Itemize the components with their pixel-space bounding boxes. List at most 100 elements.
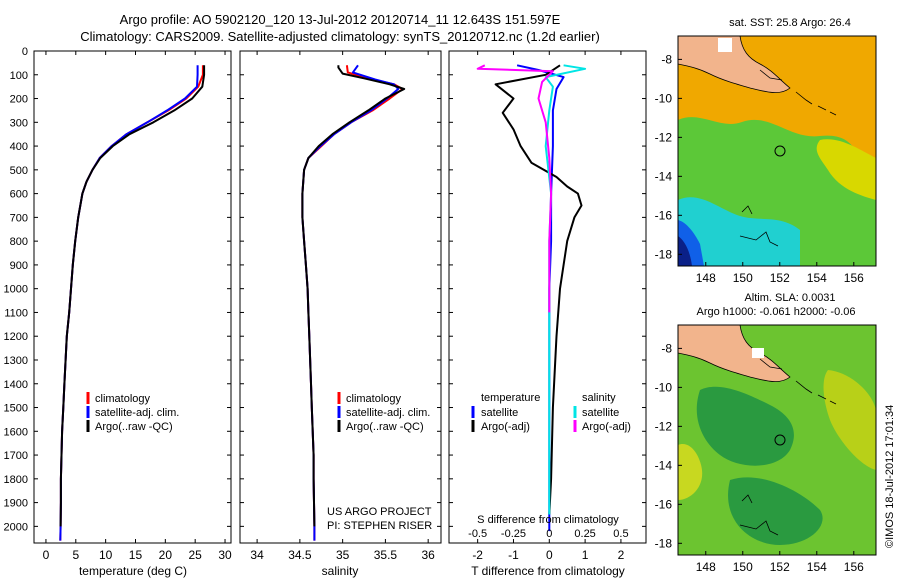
map-x-tick-label: 150 <box>733 560 753 574</box>
depth-tick-label: 100 <box>10 70 28 82</box>
depth-tick-label: 1400 <box>4 379 28 391</box>
x-tick-label-salinity: -0.5 <box>468 528 487 540</box>
depth-tick-label: 1000 <box>4 284 28 296</box>
sla-islands <box>739 358 837 536</box>
salinity-series <box>301 64 406 541</box>
x-tick-label: 20 <box>159 548 173 562</box>
salinity-legend: climatology satellite-adj. clim. Argo(..… <box>327 392 432 532</box>
depth-tick-label: 1100 <box>4 307 28 319</box>
temperature-legend: climatology satellite-adj. clim. Argo(..… <box>86 392 179 433</box>
sla-map-ticks: 148 150 152 154 156 -8 -10 -12 -14 -16 -18 <box>655 341 864 574</box>
temperature-x-label: temperature (deg C) <box>79 564 187 578</box>
legend-label-climatology: climatology <box>346 393 402 405</box>
map-y-tick-label: -18 <box>655 536 673 550</box>
legend-heading-temperature: temperature <box>481 392 540 404</box>
legend-label-s-satellite: satellite <box>582 407 619 419</box>
legend-label-climatology: climatology <box>95 393 151 405</box>
x-tick-label: 0 <box>546 548 553 562</box>
depth-tick-label: 200 <box>10 94 28 106</box>
salinity-difference-x-ticks: -0.5 -0.25 0 0.25 0.5 <box>468 528 628 540</box>
map-y-tick-label: -12 <box>655 419 673 433</box>
sst-map-title: sat. SST: 25.8 Argo: 26.4 <box>729 17 851 29</box>
legend-label-argo: Argo(..raw -QC) <box>346 421 424 433</box>
map-x-tick-label: 152 <box>770 560 790 574</box>
map-x-tick-label: 156 <box>844 560 864 574</box>
difference-legend: temperature satellite Argo(-adj) salinit… <box>471 392 631 433</box>
map-y-tick-label: -10 <box>655 380 673 394</box>
x-tick-label: 36 <box>421 548 435 562</box>
x-tick-label: 5 <box>72 548 79 562</box>
series-s-argo-adj <box>476 64 554 313</box>
x-tick-label: 35 <box>336 548 350 562</box>
project-annotation-line1: US ARGO PROJECT <box>327 506 432 518</box>
sst-map-frame <box>677 35 877 267</box>
depth-axis: 0 100 200 300 400 500 600 700 800 900 1000 1100 1200… <box>4 46 28 533</box>
x-tick-label: 15 <box>129 548 143 562</box>
map-y-tick-label: -14 <box>655 169 673 183</box>
salinity-plot-frame <box>239 50 442 544</box>
sst-missing-data <box>718 38 732 52</box>
sst-map-ticks: 148 150 152 154 156 -8 -10 -12 -14 -16 -18 <box>655 52 864 285</box>
x-tick-label-salinity: 0.25 <box>574 528 595 540</box>
series-argo-raw-qc <box>59 65 206 527</box>
sst-islands <box>739 69 837 247</box>
series-s-satellite <box>544 64 587 515</box>
difference-x-ticks: -2 -1 0 1 2 <box>472 548 624 562</box>
sst-map <box>678 36 876 266</box>
map-y-tick-label: -18 <box>655 247 673 261</box>
depth-tick-label: 1700 <box>4 450 28 462</box>
x-tick-label: 34 <box>250 548 264 562</box>
depth-tick-label: 1900 <box>4 498 28 510</box>
argo-position-marker <box>774 434 786 446</box>
map-x-tick-label: 156 <box>844 271 864 285</box>
x-tick-label: 30 <box>218 548 232 562</box>
sla-field-yellow <box>678 444 703 500</box>
depth-tick-label: 400 <box>10 141 28 153</box>
sla-map-title: Altim. SLA: 0.0031 <box>744 292 835 304</box>
difference-x-label: T difference from climatology <box>471 564 625 578</box>
x-tick-label-salinity: 0.5 <box>613 528 628 540</box>
project-annotation-line2: PI: STEPHEN RISER <box>327 520 432 532</box>
depth-tick-label: 1300 <box>4 355 28 367</box>
legend-label-t-argo: Argo(-adj) <box>481 421 530 433</box>
credit-timestamp: ©IMOS 18-Jul-2012 17:01:34 <box>884 405 896 548</box>
tick-marks <box>34 50 646 543</box>
sla-missing-data <box>752 348 764 358</box>
depth-tick-label: 1500 <box>4 403 28 415</box>
depth-tick-label: 300 <box>10 117 28 129</box>
depth-tick-label: 600 <box>10 189 28 201</box>
depth-tick-label: 500 <box>10 165 28 177</box>
legend-label-t-satellite: satellite <box>481 407 518 419</box>
sla-field-darkgreen <box>696 386 794 466</box>
sla-field-yellow-east <box>823 370 876 470</box>
sla-map-subtitle: Argo h1000: -0.061 h2000: -0.06 <box>696 306 855 318</box>
x-tick-label-salinity: 0 <box>546 528 552 540</box>
legend-heading-salinity: salinity <box>582 392 616 404</box>
depth-tick-label: 1600 <box>4 426 28 438</box>
map-y-tick-label: -12 <box>655 130 673 144</box>
argo-position-marker <box>774 145 786 157</box>
legend-label-s-argo: Argo(-adj) <box>582 421 631 433</box>
x-tick-label: 1 <box>582 548 589 562</box>
legend-label-satellite: satellite-adj. clim. <box>346 407 430 419</box>
depth-tick-label: 0 <box>22 46 28 58</box>
map-x-tick-label: 154 <box>807 271 827 285</box>
map-x-tick-label: 150 <box>733 271 753 285</box>
series-argo-raw-qc <box>301 65 406 527</box>
map-y-tick-label: -14 <box>655 458 673 472</box>
sst-field-cyan <box>678 197 800 266</box>
x-tick-label: 34.5 <box>288 548 312 562</box>
depth-tick-label: 800 <box>10 236 28 248</box>
salinity-x-label: salinity <box>322 564 359 578</box>
salinity-x-ticks: 34 34.5 35 35.5 36 <box>250 548 435 562</box>
x-tick-label: 2 <box>618 548 625 562</box>
legend-label-satellite: satellite-adj. clim. <box>95 407 179 419</box>
x-tick-label: -2 <box>472 548 483 562</box>
depth-tick-label: 700 <box>10 212 28 224</box>
depth-tick-label: 1800 <box>4 474 28 486</box>
map-x-tick-label: 154 <box>807 560 827 574</box>
map-y-tick-label: -16 <box>655 497 673 511</box>
header-title-line1: Argo profile: AO 5902120_120 13-Jul-2012… <box>120 12 561 27</box>
map-x-tick-label: 148 <box>696 271 716 285</box>
